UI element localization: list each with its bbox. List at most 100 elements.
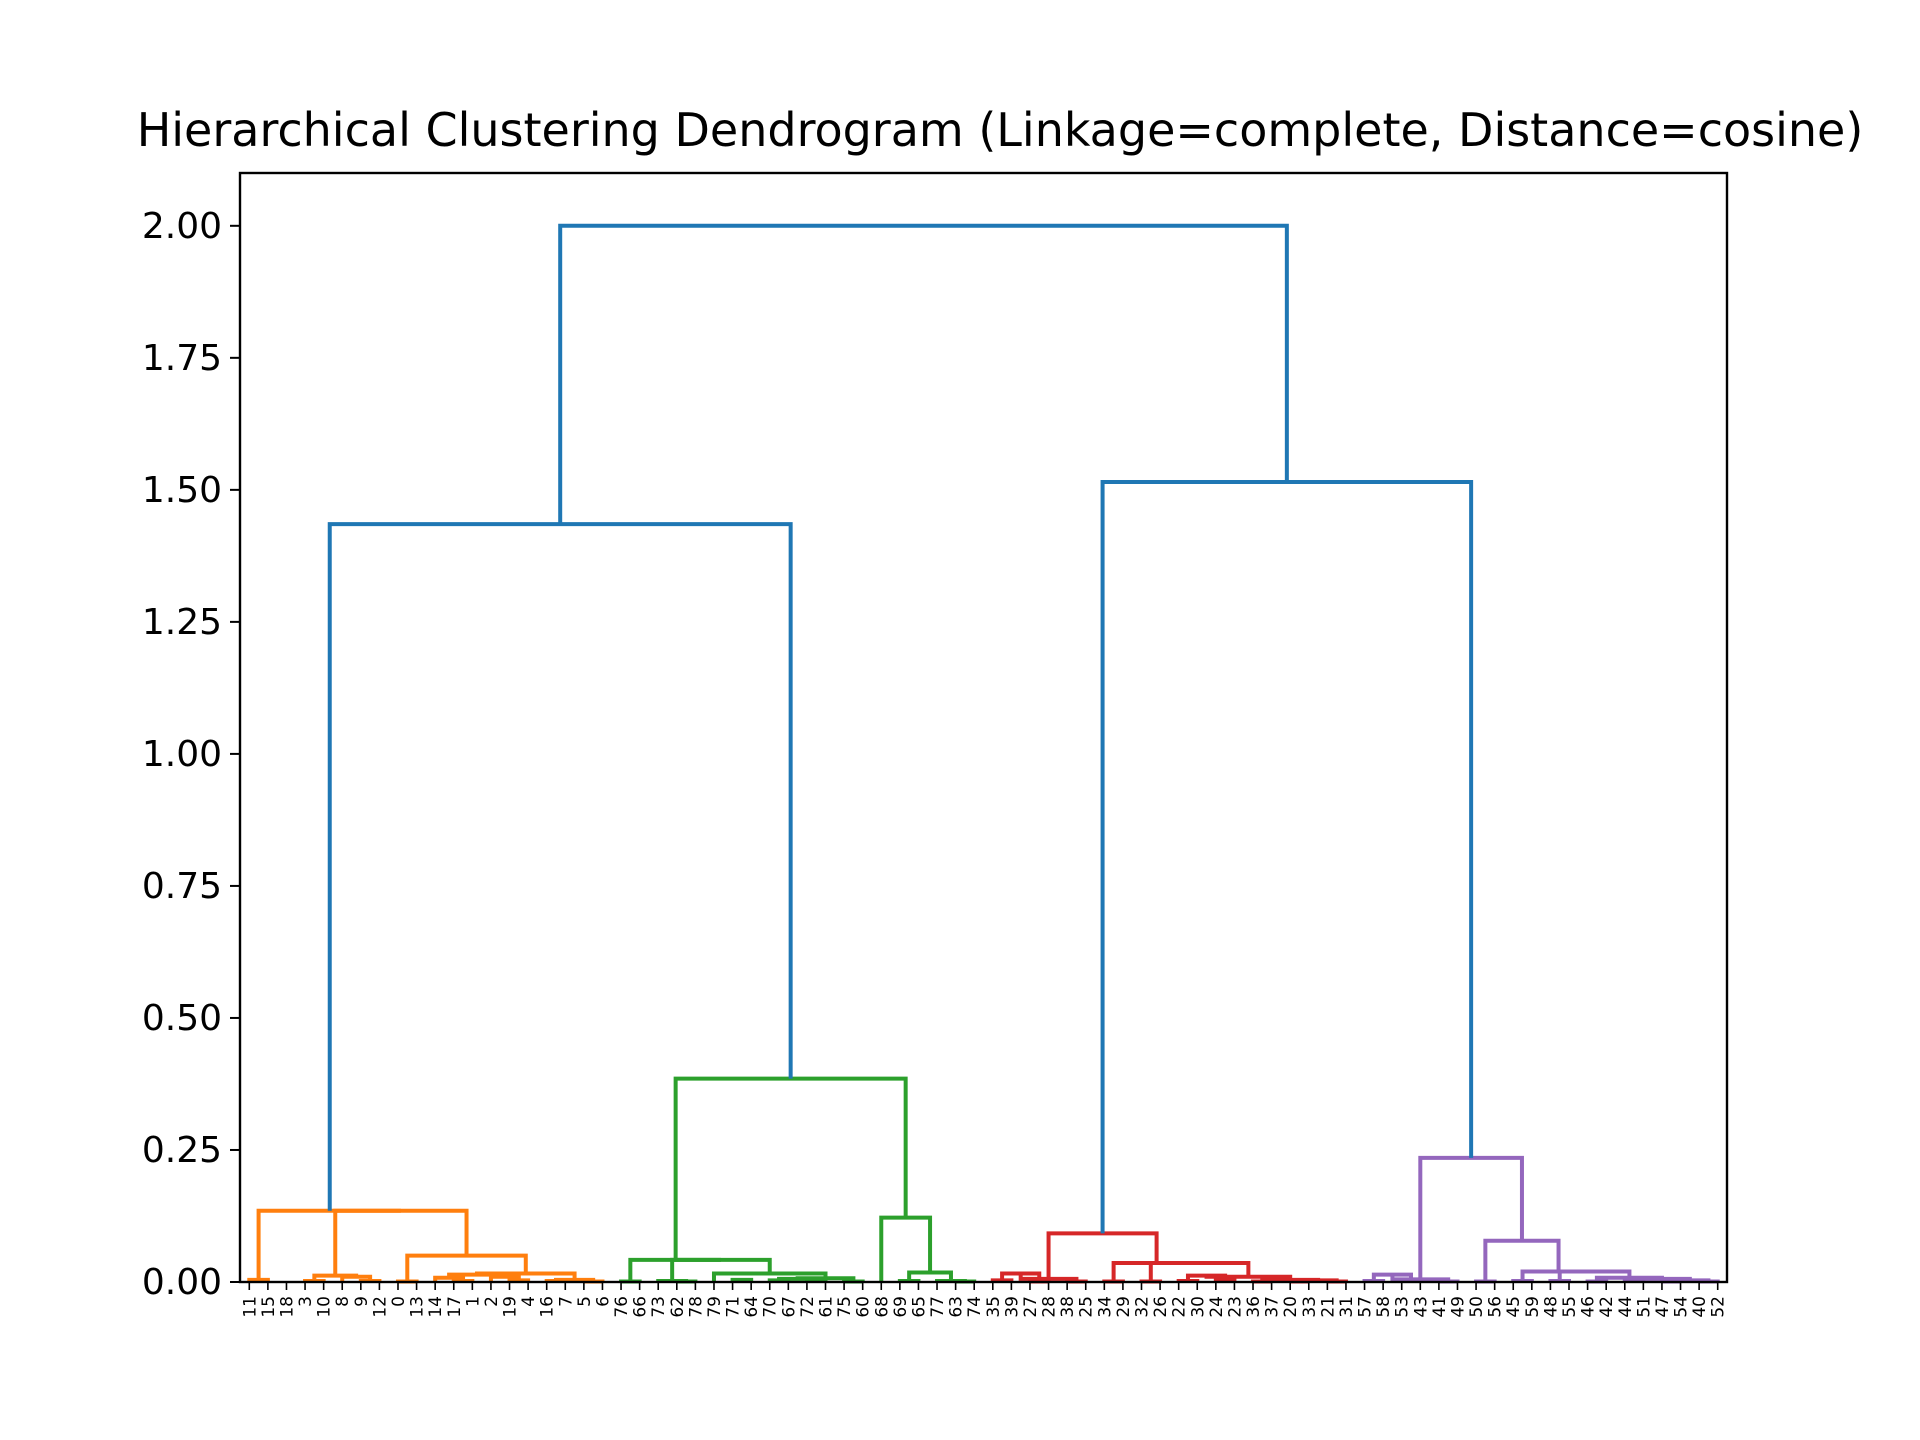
dendrogram-link-29	[628, 1257, 721, 1282]
y-tick-label-3: 0.75	[142, 866, 222, 907]
x-leaf-label-3: 3	[296, 1296, 316, 1307]
x-leaf-label-58: 21	[1318, 1296, 1338, 1318]
x-leaf-label-27: 64	[742, 1296, 762, 1318]
x-leaf-label-33: 60	[854, 1296, 874, 1318]
dendrogram-link-76	[558, 223, 1289, 525]
x-leaf-label-28: 70	[761, 1296, 781, 1318]
x-leaf-label-47: 29	[1114, 1296, 1134, 1318]
x-leaf-label-43: 28	[1040, 1296, 1060, 1318]
x-leaf-label-13: 2	[482, 1296, 502, 1307]
x-leaf-label-25: 79	[705, 1296, 725, 1318]
y-axis: 0.00 0.25 0.50 0.75 1.00 1.25 1.50 1.75 2.00	[142, 206, 240, 1303]
y-tick-label-1: 0.25	[142, 1130, 222, 1171]
dendrogram-link-53	[1111, 1260, 1200, 1282]
x-leaf-label-7: 12	[370, 1296, 390, 1318]
x-leaf-label-23: 62	[668, 1296, 688, 1318]
x-leaf-label-66: 50	[1467, 1296, 1487, 1318]
x-leaf-label-63: 43	[1411, 1296, 1431, 1318]
x-leaf-label-40: 35	[984, 1296, 1004, 1318]
x-leaf-label-35: 69	[891, 1296, 911, 1318]
x-leaf-label-57: 33	[1300, 1296, 1320, 1318]
x-leaf-label-32: 75	[835, 1296, 855, 1318]
y-tick-label-6: 1.50	[142, 470, 222, 511]
x-leaf-label-22: 73	[649, 1296, 669, 1318]
x-leaf-label-55: 37	[1263, 1296, 1283, 1318]
x-leaf-label-14: 19	[501, 1296, 521, 1318]
x-leaf-label-38: 63	[947, 1296, 967, 1318]
x-leaf-label-60: 57	[1356, 1296, 1376, 1318]
x-leaf-label-53: 23	[1225, 1296, 1245, 1318]
x-leaf-label-75: 51	[1634, 1296, 1654, 1318]
x-leaf-label-54: 36	[1244, 1296, 1264, 1318]
dendrogram-link-52	[1148, 1260, 1251, 1282]
x-leaf-label-50: 22	[1170, 1296, 1190, 1318]
dendrogram-link-16	[333, 1208, 469, 1276]
x-leaf-label-34: 68	[872, 1296, 892, 1318]
x-leaf-label-41: 39	[1002, 1296, 1022, 1318]
x-leaf-label-31: 61	[817, 1296, 837, 1318]
x-leaf-label-37: 77	[928, 1296, 948, 1318]
x-leaf-label-44: 38	[1058, 1296, 1078, 1318]
x-leaf-label-29: 67	[779, 1296, 799, 1318]
x-leaf-label-0: 11	[240, 1296, 260, 1318]
x-leaf-label-42: 27	[1021, 1296, 1041, 1318]
x-leaf-label-11: 17	[445, 1296, 465, 1318]
x-leaf-label-73: 42	[1597, 1296, 1617, 1318]
dendrogram-link-71	[1520, 1269, 1595, 1281]
x-leaf-label-72: 46	[1579, 1296, 1599, 1318]
x-axis: 1115183108912013141712194167567666736278…	[240, 1282, 1729, 1318]
x-leaf-label-20: 76	[612, 1296, 632, 1318]
x-leaf-label-16: 16	[538, 1296, 558, 1318]
x-leaf-label-69: 59	[1523, 1296, 1543, 1318]
x-leaf-label-10: 14	[426, 1296, 446, 1318]
x-leaf-label-26: 71	[724, 1296, 744, 1318]
x-leaf-label-67: 56	[1486, 1296, 1506, 1318]
dendrogram-link-17	[256, 1208, 401, 1280]
y-tick-label-2: 0.50	[142, 998, 222, 1039]
x-leaf-label-78: 40	[1690, 1296, 1710, 1318]
x-leaf-label-30: 72	[798, 1296, 818, 1318]
x-leaf-label-9: 13	[408, 1296, 428, 1318]
dendrogram-link-70	[1557, 1269, 1632, 1281]
chart-title: Hierarchical Clustering Dendrogram (Link…	[137, 103, 1864, 157]
x-leaf-label-5: 8	[333, 1296, 353, 1307]
x-leaf-label-48: 32	[1132, 1296, 1152, 1318]
x-leaf-label-6: 9	[352, 1296, 372, 1307]
y-tick-label-8: 2.00	[142, 206, 222, 247]
x-leaf-label-74: 44	[1616, 1296, 1636, 1318]
x-leaf-label-8: 0	[389, 1296, 409, 1307]
y-tick-label-0: 0.00	[142, 1262, 222, 1303]
x-leaf-label-59: 31	[1337, 1296, 1357, 1318]
y-tick-label-7: 1.75	[142, 338, 222, 379]
x-leaf-label-36: 65	[909, 1296, 929, 1318]
x-leaf-label-77: 54	[1672, 1296, 1692, 1318]
x-leaf-label-61: 58	[1374, 1296, 1394, 1318]
x-leaf-label-1: 15	[259, 1296, 279, 1318]
x-leaf-label-52: 24	[1207, 1296, 1227, 1318]
x-leaf-label-70: 48	[1541, 1296, 1561, 1318]
x-leaf-label-46: 34	[1095, 1296, 1115, 1318]
x-leaf-label-24: 78	[686, 1296, 706, 1318]
x-leaf-label-15: 4	[519, 1296, 539, 1307]
x-leaf-label-56: 20	[1281, 1296, 1301, 1318]
x-leaf-label-21: 66	[631, 1296, 651, 1318]
x-leaf-label-62: 53	[1393, 1296, 1413, 1318]
x-leaf-label-65: 49	[1448, 1296, 1468, 1318]
x-leaf-label-19: 6	[593, 1296, 613, 1307]
x-leaf-label-39: 74	[965, 1296, 985, 1318]
x-leaf-label-71: 55	[1560, 1296, 1580, 1318]
x-leaf-label-49: 26	[1151, 1296, 1171, 1318]
x-leaf-label-2: 18	[277, 1296, 297, 1318]
x-leaf-label-79: 52	[1709, 1296, 1729, 1318]
x-leaf-label-17: 7	[556, 1296, 576, 1307]
y-tick-label-5: 1.25	[142, 602, 222, 643]
x-leaf-label-18: 5	[575, 1296, 595, 1307]
x-leaf-label-68: 45	[1504, 1296, 1524, 1318]
x-leaf-label-45: 25	[1077, 1296, 1097, 1318]
x-leaf-label-64: 41	[1430, 1296, 1450, 1318]
x-leaf-label-51: 30	[1188, 1296, 1208, 1318]
x-leaf-label-4: 10	[315, 1296, 335, 1318]
y-tick-label-4: 1.00	[142, 734, 222, 775]
